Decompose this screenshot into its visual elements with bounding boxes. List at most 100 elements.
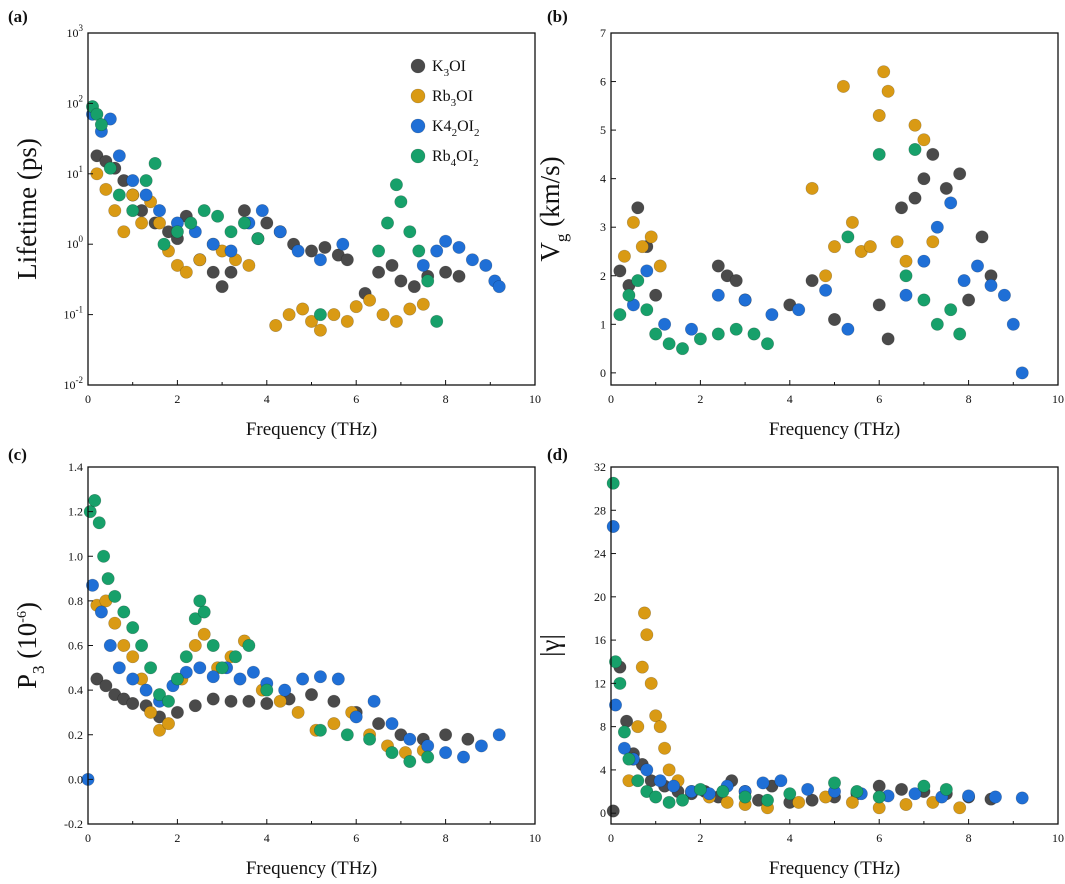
point-Rb3OI	[327, 308, 341, 322]
y-tick-label: 1.4	[68, 460, 83, 474]
y-axis-title: Lifetime (ps)	[12, 138, 42, 280]
point-K4OI2	[139, 188, 153, 202]
y-axis-title: Vg (km/s)	[535, 156, 571, 261]
y-tick-label: 10-2	[64, 375, 84, 392]
point-K4OI2	[658, 317, 672, 331]
point-Rb3OI	[273, 694, 287, 708]
plot-frame	[610, 32, 1059, 386]
point-Rb4OI2	[617, 725, 631, 739]
point-Rb3OI	[117, 225, 131, 239]
point-K3OI	[631, 201, 645, 215]
point-K3OI	[206, 265, 220, 279]
x-tick-label: 6	[876, 831, 882, 845]
point-Rb3OI	[269, 318, 283, 332]
point-Rb4OI2	[380, 216, 394, 230]
legend-label: K42OI2	[432, 118, 479, 139]
point-K4OI2	[988, 790, 1002, 804]
y-tick-label: 1.2	[68, 505, 83, 519]
point-Rb4OI2	[211, 209, 225, 223]
point-Rb4OI2	[206, 638, 220, 652]
point-Rb4OI2	[389, 178, 403, 192]
point-Rb3OI	[635, 240, 649, 254]
point-K4OI2	[153, 204, 167, 218]
y-tick-label: 12	[594, 676, 606, 690]
point-K4OI2	[640, 264, 654, 278]
x-tick-label: 10	[529, 831, 541, 845]
point-K3OI	[126, 696, 140, 710]
legend-label: Rb4OI2	[432, 148, 479, 169]
point-K3OI	[206, 692, 220, 706]
point-Rb4OI2	[103, 161, 117, 175]
point-K3OI	[613, 264, 627, 278]
point-Rb3OI	[242, 258, 256, 272]
point-Rb4OI2	[850, 784, 864, 798]
point-K4OI2	[313, 670, 327, 684]
point-Rb3OI	[653, 720, 667, 734]
point-Rb4OI2	[622, 752, 636, 766]
point-Rb4OI2	[313, 308, 327, 322]
point-K4OI2	[474, 739, 488, 753]
point-Rb4OI2	[313, 723, 327, 737]
point-K4OI2	[403, 732, 417, 746]
point-Rb4OI2	[229, 650, 243, 664]
point-Rb3OI	[135, 216, 149, 230]
y-tick-label: 0.6	[68, 639, 83, 653]
y-tick-label: 101	[67, 164, 84, 181]
x-axis-title: Frequency (THz)	[246, 419, 377, 440]
point-K4OI2	[608, 698, 622, 712]
y-tick-label: 7	[600, 26, 606, 40]
point-Rb4OI2	[716, 784, 730, 798]
point-Rb3OI	[170, 258, 184, 272]
point-K4OI2	[899, 288, 913, 302]
point-Rb3OI	[649, 709, 663, 723]
data-points	[81, 493, 506, 786]
legend-marker	[410, 148, 426, 164]
point-Rb3OI	[792, 795, 806, 809]
point-Rb4OI2	[675, 793, 689, 807]
point-Rb4OI2	[251, 232, 265, 246]
point-Rb3OI	[836, 79, 850, 93]
point-K3OI	[805, 274, 819, 288]
point-K4OI2	[126, 672, 140, 686]
data-points	[613, 65, 1029, 380]
point-K4OI2	[984, 278, 998, 292]
point-Rb3OI	[720, 795, 734, 809]
point-Rb3OI	[640, 628, 654, 642]
y-tick-label: 5	[600, 123, 606, 137]
legend-label: Rb3OI	[432, 88, 473, 109]
y-tick-label: 16	[594, 633, 606, 647]
point-K4OI2	[479, 258, 493, 272]
point-Rb3OI	[282, 308, 296, 322]
x-tick-label: 8	[966, 831, 972, 845]
point-K3OI	[260, 696, 274, 710]
point-K3OI	[99, 679, 113, 693]
point-K3OI	[90, 149, 104, 163]
point-Rb3OI	[197, 627, 211, 641]
point-Rb3OI	[899, 254, 913, 268]
point-Rb4OI2	[224, 225, 238, 239]
point-Rb4OI2	[649, 790, 663, 804]
point-Rb3OI	[126, 188, 140, 202]
point-Rb3OI	[644, 676, 658, 690]
point-Rb4OI2	[170, 672, 184, 686]
point-Rb4OI2	[640, 303, 654, 317]
point-K3OI	[372, 717, 386, 731]
y-axis-title: P3 (10-6)	[12, 602, 48, 689]
point-Rb4OI2	[693, 332, 707, 346]
point-Rb3OI	[626, 215, 640, 229]
point-Rb3OI	[637, 606, 651, 620]
y-tick-label: 0.4	[68, 683, 83, 697]
point-Rb3OI	[926, 235, 940, 249]
x-tick-label: 10	[1052, 831, 1064, 845]
y-tick-label: 103	[67, 23, 84, 40]
point-Rb4OI2	[693, 782, 707, 796]
point-Rb3OI	[108, 616, 122, 630]
y-tick-label: 0.8	[68, 594, 83, 608]
point-K4OI2	[385, 717, 399, 731]
point-K4OI2	[1006, 317, 1020, 331]
point-Rb3OI	[108, 204, 122, 218]
y-tick-label: 1.0	[68, 549, 83, 563]
x-axis-title: Frequency (THz)	[769, 419, 900, 440]
point-Rb3OI	[819, 269, 833, 283]
point-K3OI	[975, 230, 989, 244]
